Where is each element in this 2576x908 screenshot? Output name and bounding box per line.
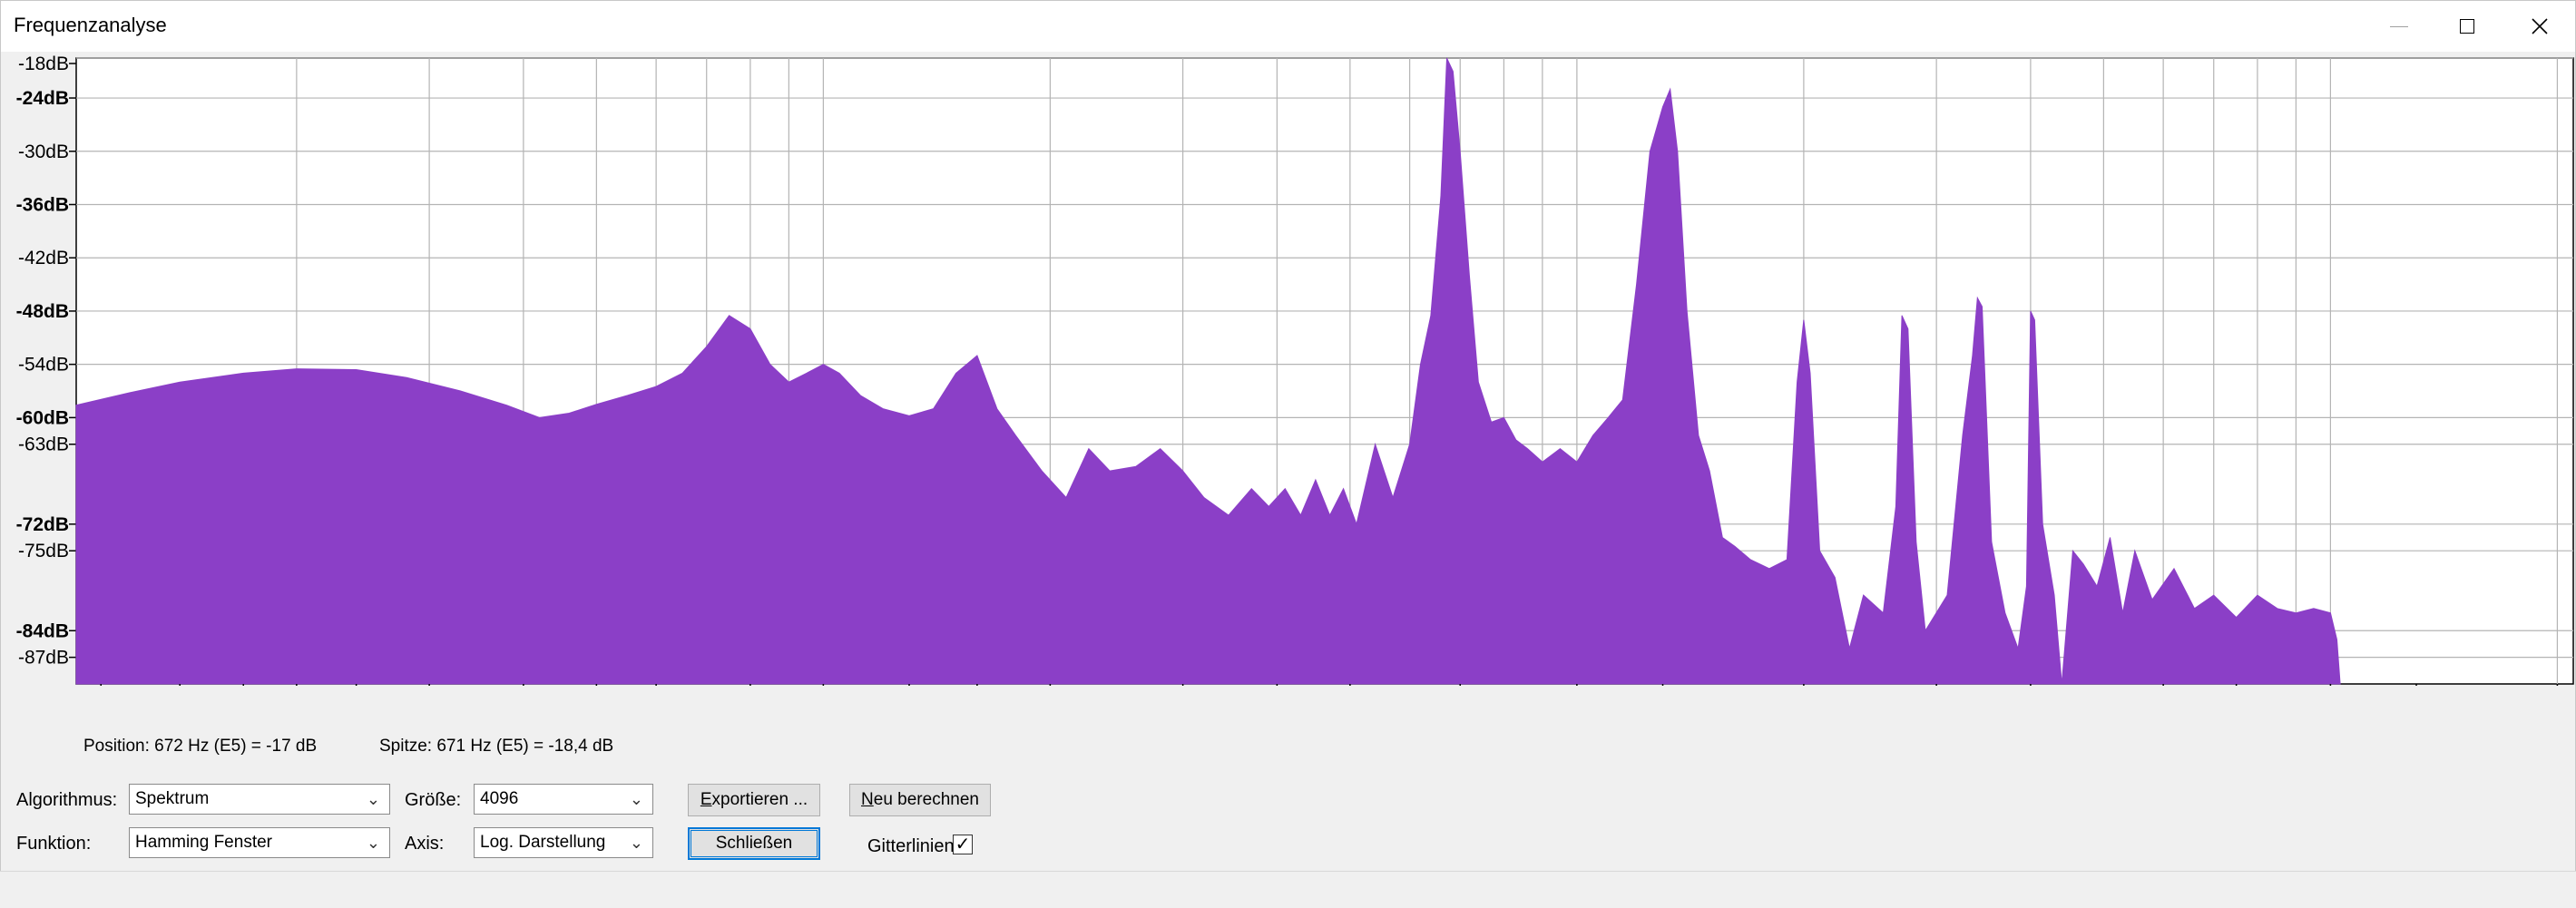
recalculate-label: eu berechnen (873, 790, 979, 809)
y-tick-label: -54dB (18, 355, 69, 376)
spectrum-chart[interactable]: -18dB -24dB -30dB -36dB -42dB -48dB -54dB -60dB… (0, 51, 2576, 716)
maximize-icon (2460, 19, 2474, 34)
function-label: Funktion: (16, 834, 92, 854)
y-tick-label: -24dB (16, 88, 69, 109)
y-tick-label: -63dB (18, 434, 69, 455)
position-readout: Position: 672 Hz (E5) = -17 dB (83, 737, 318, 756)
size-select[interactable]: 4096 ⌄ (474, 784, 653, 815)
status-bar (0, 871, 2576, 908)
axis-label: Axis: (405, 834, 445, 854)
axis-select[interactable]: Log. Darstellung ⌄ (474, 827, 653, 858)
gridlines-checkbox[interactable]: ✓ (953, 835, 973, 854)
minimize-icon (2390, 25, 2408, 27)
title-bar[interactable]: Frequenzanalyse (1, 1, 2575, 52)
minimize-button[interactable] (2361, 1, 2437, 52)
export-mnemonic: E (700, 790, 712, 809)
window-title: Frequenzanalyse (14, 14, 167, 36)
algorithm-label: Algorithmus: (16, 790, 118, 810)
y-tick-label: -60dB (16, 407, 69, 428)
y-tick-label: -84dB (16, 620, 69, 641)
y-tick-label: -36dB (16, 194, 69, 215)
axis-value: Log. Darstellung (480, 833, 606, 852)
chevron-down-icon: ⌄ (366, 790, 380, 808)
y-tick-label: -42dB (18, 248, 69, 268)
y-tick-label: -87dB (18, 648, 69, 669)
y-tick-label: -72dB (16, 514, 69, 535)
y-axis-labels: -18dB -24dB -30dB -36dB -42dB -48dB -54dB -60dB… (16, 54, 76, 669)
peak-readout: Spitze: 671 Hz (E5) = -18,4 dB (379, 737, 614, 756)
close-window-button[interactable] (2502, 1, 2576, 52)
algorithm-select[interactable]: Spektrum ⌄ (129, 784, 390, 815)
y-tick-label: -48dB (16, 301, 69, 322)
function-select[interactable]: Hamming Fenster ⌄ (129, 827, 390, 858)
function-value: Hamming Fenster (135, 833, 272, 852)
spectrum-plot[interactable]: -18dB -24dB -30dB -36dB -42dB -48dB -54dB -60dB… (0, 51, 2576, 716)
size-label: Größe: (405, 790, 462, 810)
close-button-label: Schließen (715, 834, 793, 853)
size-value: 4096 (480, 789, 519, 808)
chevron-down-icon: ⌄ (629, 790, 643, 808)
recalculate-mnemonic: N (861, 790, 874, 809)
y-tick-label: -30dB (18, 142, 69, 162)
y-tick-label: -18dB (18, 54, 69, 74)
export-label: xportieren ... (711, 790, 808, 809)
spectrum-area (75, 57, 2341, 685)
algorithm-value: Spektrum (135, 789, 210, 808)
maximize-button[interactable] (2429, 1, 2505, 52)
chevron-down-icon: ⌄ (629, 834, 643, 852)
y-tick-label: -75dB (18, 541, 69, 561)
close-button[interactable]: Schließen (688, 827, 820, 860)
chevron-down-icon: ⌄ (366, 834, 380, 852)
close-icon (2532, 18, 2548, 34)
gridlines-label: Gitterlinien (867, 836, 955, 856)
